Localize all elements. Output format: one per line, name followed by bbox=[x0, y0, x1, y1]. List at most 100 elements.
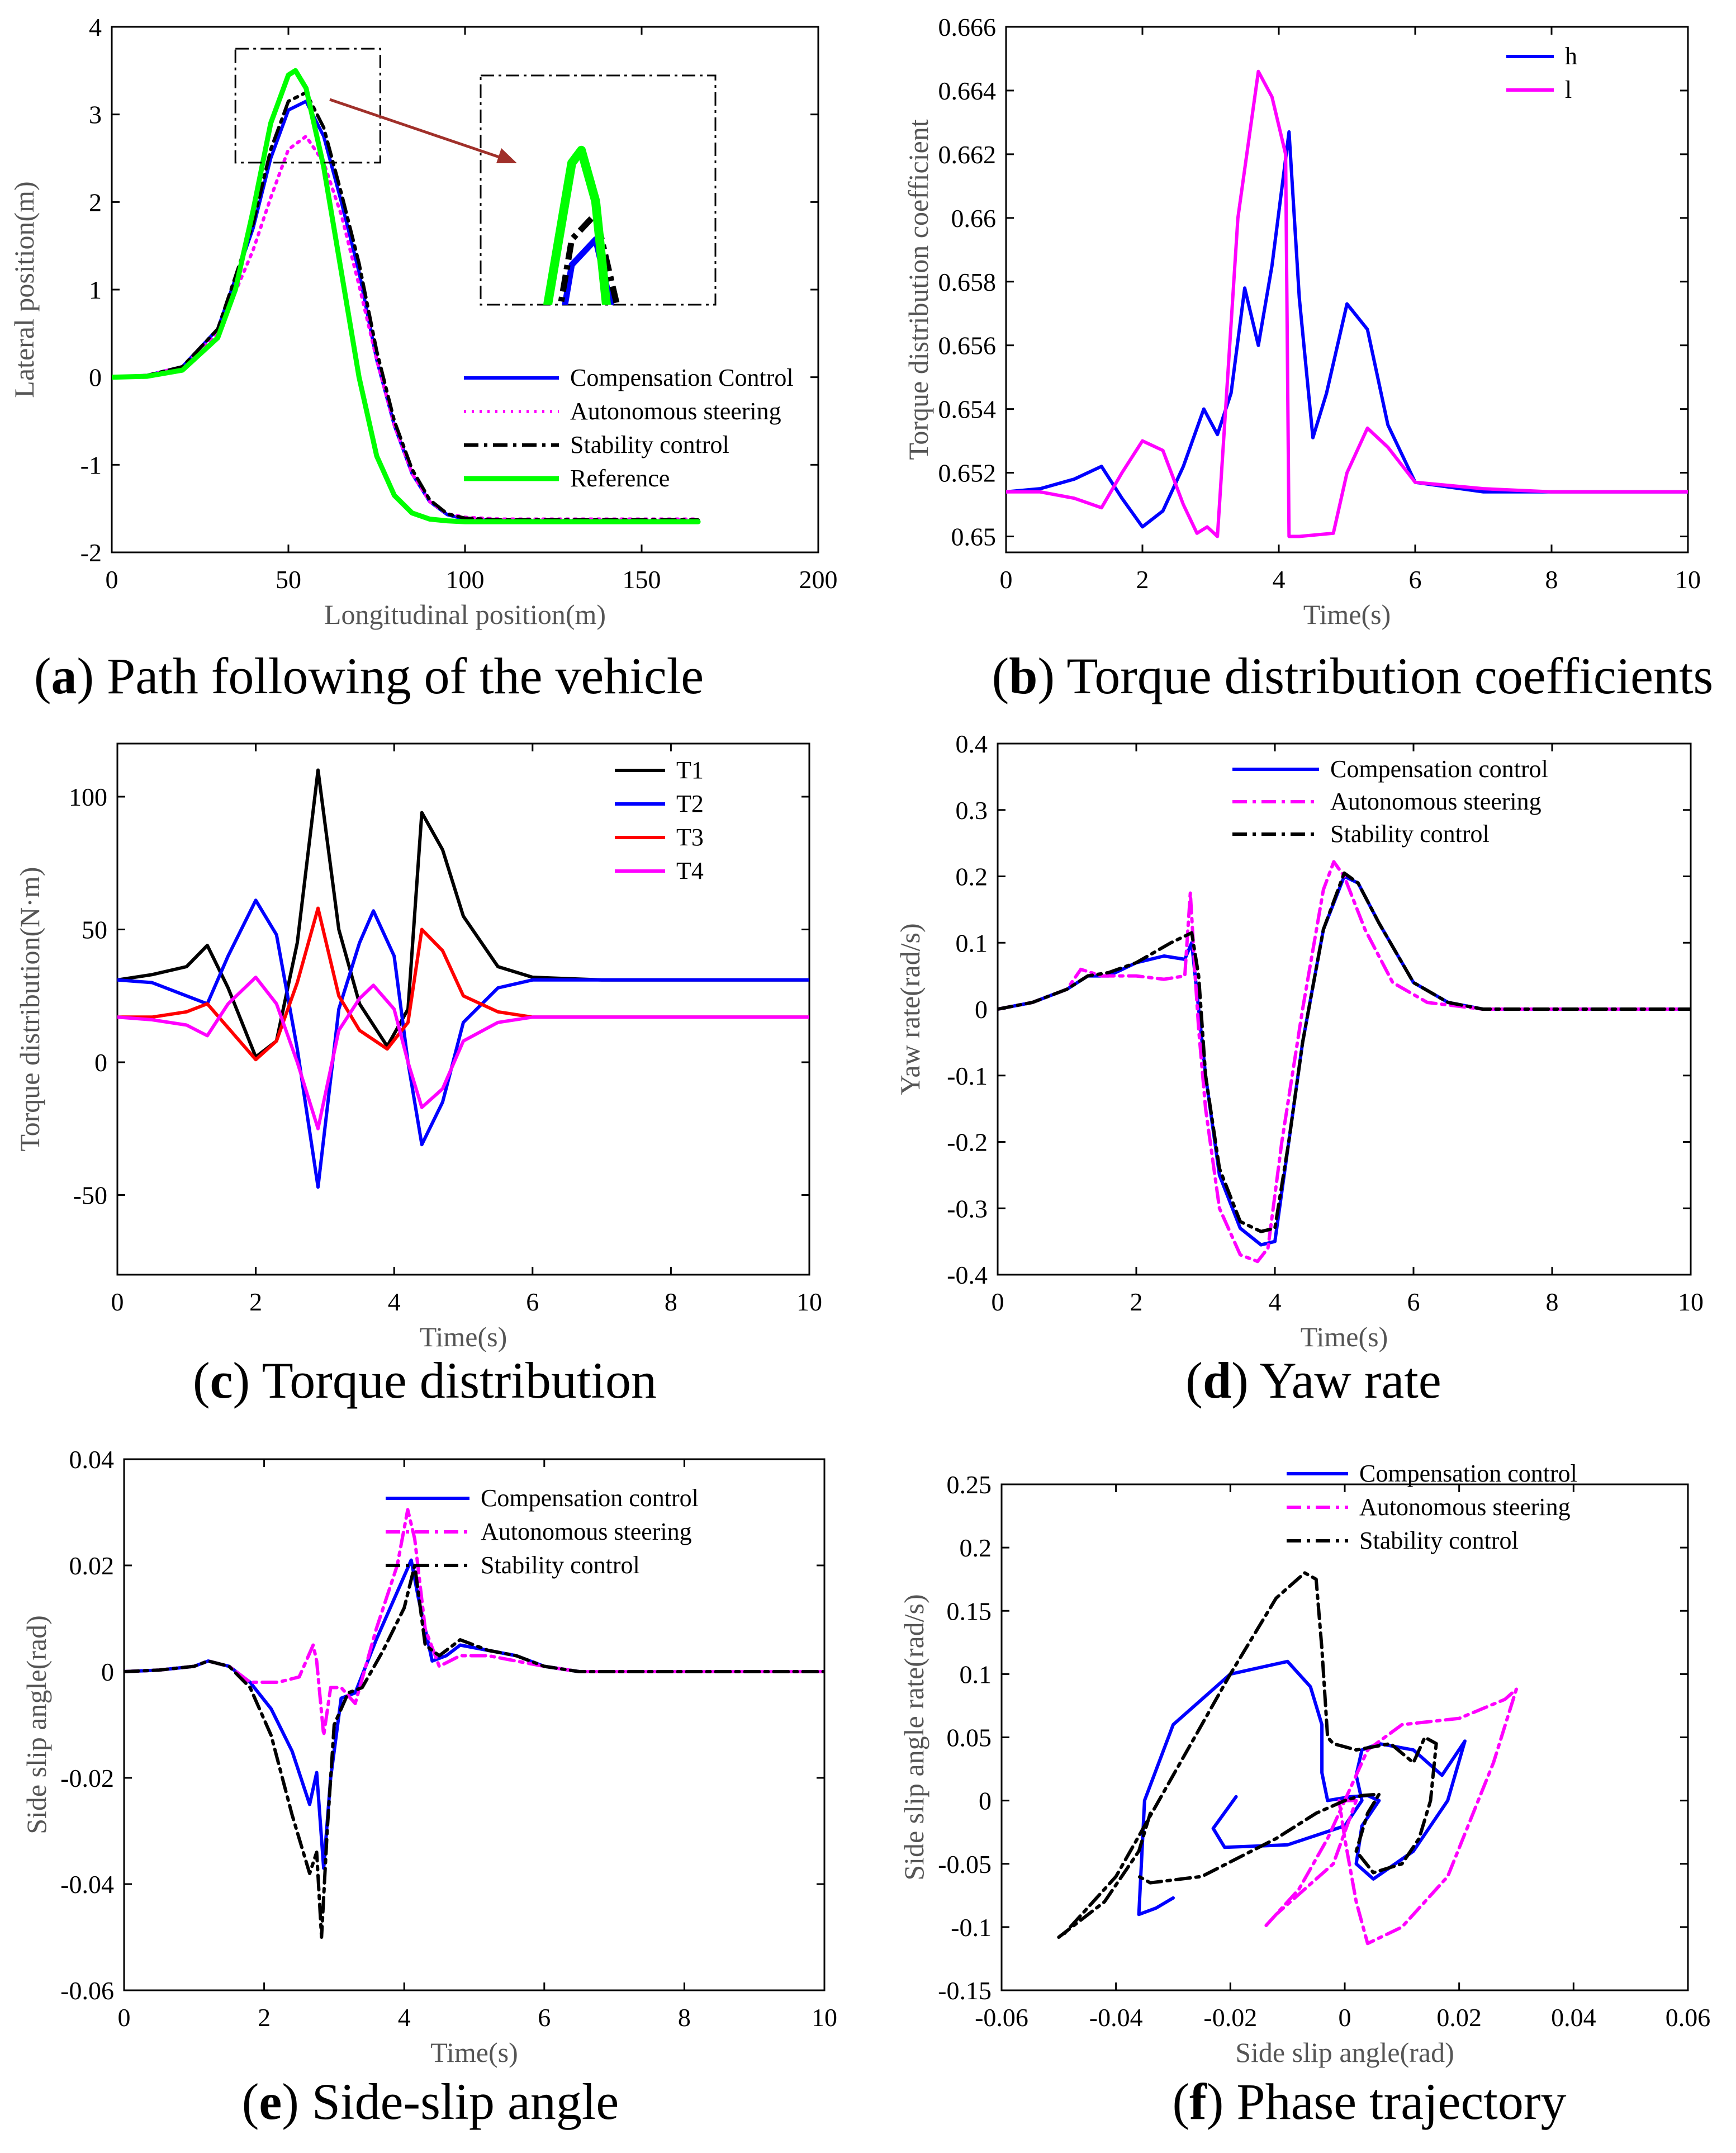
series-line-2 bbox=[998, 860, 1691, 1264]
x-tick-label: 2 bbox=[258, 2003, 271, 2032]
legend-label: Compensation control bbox=[1359, 1460, 1577, 1487]
x-tick-label: 0 bbox=[118, 2003, 131, 2032]
panel-caption: (c) Torque distribution bbox=[193, 1352, 657, 1409]
y-tick-label: 0.2 bbox=[956, 863, 988, 891]
y-tick-label: -1 bbox=[80, 451, 102, 479]
legend-label: Autonomous steering bbox=[1359, 1493, 1571, 1521]
y-tick-label: 0.1 bbox=[960, 1660, 992, 1688]
y-tick-label: -0.15 bbox=[938, 1976, 992, 2005]
legend-label: Compensation control bbox=[1330, 755, 1548, 783]
panel-caption: (f) Phase trajectory bbox=[1172, 2073, 1566, 2130]
x-axis-label: Side slip angle(rad) bbox=[1235, 2037, 1454, 2068]
legend-label: Stability control bbox=[1359, 1527, 1519, 1554]
panel-c: 0 2 4 6 8 10 -50 0 50 100 Time(s) Torque distributi… bbox=[14, 742, 822, 1409]
y-tick-label: -0.02 bbox=[60, 1764, 114, 1792]
y-tick-label: 0.66 bbox=[951, 204, 997, 233]
series-line-2 bbox=[1006, 69, 1688, 538]
x-tick-label: 6 bbox=[526, 1288, 539, 1316]
y-tick-label: 0.3 bbox=[956, 796, 988, 825]
series-line-1 bbox=[1137, 1659, 1467, 1917]
y-tick-label: -50 bbox=[73, 1181, 107, 1210]
x-tick-label: 50 bbox=[276, 565, 301, 594]
x-tick-label: -0.06 bbox=[975, 2003, 1028, 2032]
panel-e: 0 2 4 6 8 10 -0.06 -0.04 -0.02 0 0.02 0.04 Time(s) Si… bbox=[21, 1445, 837, 2130]
panel-caption: (b) Torque distribution coefficients bbox=[992, 647, 1714, 704]
x-tick-label: 0 bbox=[1000, 565, 1013, 594]
plot-frame bbox=[1000, 1483, 1689, 1991]
y-tick-label: 0.1 bbox=[956, 929, 988, 957]
y-tick-label: 0.25 bbox=[947, 1470, 992, 1499]
x-tick-label: 200 bbox=[799, 565, 838, 594]
y-tick-label: 0 bbox=[89, 363, 102, 392]
x-tick-label: 4 bbox=[388, 1288, 401, 1316]
panel-b: 0 2 4 6 8 10 0.65 0.652 0.654 0.656 0.658 0.66 0.662… bbox=[903, 13, 1713, 704]
series-line-3 bbox=[117, 906, 809, 1062]
legend-label: T3 bbox=[676, 824, 704, 851]
y-tick-label: 0.652 bbox=[938, 459, 997, 488]
panel-a: 0 50 100 150 200 -2 -1 0 1 2 3 4 Longitudinal positi… bbox=[8, 13, 838, 704]
x-tick-label: 8 bbox=[1546, 1288, 1559, 1316]
zoom-arrow bbox=[329, 98, 506, 161]
x-tick-label: 150 bbox=[623, 565, 661, 594]
x-tick-label: 8 bbox=[1545, 565, 1558, 594]
x-tick-label: 0 bbox=[992, 1288, 1004, 1316]
x-tick-label: 0 bbox=[111, 1288, 124, 1316]
y-tick-label: 3 bbox=[89, 101, 102, 129]
series-line-1 bbox=[124, 1558, 824, 1870]
x-tick-label: 10 bbox=[796, 1288, 822, 1316]
y-tick-label: -0.2 bbox=[947, 1128, 988, 1157]
inset-box bbox=[480, 74, 717, 306]
y-tick-label: 0.65 bbox=[951, 523, 997, 551]
y-tick-label: 0.15 bbox=[947, 1597, 992, 1625]
panel-caption: (a) Path following of the vehicle bbox=[34, 647, 704, 704]
y-tick-label: 0.658 bbox=[938, 268, 997, 296]
y-tick-label: 0.662 bbox=[938, 140, 997, 169]
legend-label: Autonomous steering bbox=[570, 398, 781, 425]
x-tick-label: 10 bbox=[1678, 1288, 1704, 1316]
x-tick-label: 2 bbox=[249, 1288, 262, 1316]
legend-label: T1 bbox=[676, 756, 704, 784]
x-tick-label: 8 bbox=[665, 1288, 677, 1316]
x-tick-label: 4 bbox=[1273, 565, 1286, 594]
plot-frame bbox=[123, 1458, 826, 1991]
panel-f: -0.06 -0.04 -0.02 0 0.02 0.04 0.06 -0.15 -0.1 -0.… bbox=[898, 1460, 1710, 2130]
y-axis-label: Torque distribution(N·m) bbox=[14, 867, 45, 1152]
plot-frame bbox=[116, 742, 810, 1276]
y-tick-label: -0.1 bbox=[951, 1913, 992, 1942]
y-axis-label: Yaw rate(rad/s) bbox=[894, 923, 926, 1095]
legend-label: Stability control bbox=[481, 1551, 640, 1579]
y-tick-label: 0.664 bbox=[938, 77, 997, 105]
y-tick-label: -0.06 bbox=[60, 1976, 114, 2005]
legend-label: h bbox=[1565, 42, 1577, 70]
y-tick-label: 0.4 bbox=[956, 730, 988, 758]
legend-label: l bbox=[1565, 76, 1572, 103]
x-axis-label: Longitudinal position(m) bbox=[324, 599, 606, 630]
x-tick-label: -0.02 bbox=[1203, 2003, 1257, 2032]
y-tick-label: -0.05 bbox=[938, 1850, 992, 1878]
series-line-3 bbox=[1057, 1571, 1438, 1939]
y-tick-label: -0.4 bbox=[947, 1261, 988, 1289]
y-tick-label: 2 bbox=[89, 188, 102, 216]
y-tick-label: 0.666 bbox=[938, 13, 997, 41]
panel-d: 0 2 4 6 8 10 -0.4 -0.3 -0.2 -0.1 0 0.1 0.2 0.3 0.4 Time… bbox=[894, 730, 1704, 1409]
x-tick-label: 0.02 bbox=[1436, 2003, 1482, 2032]
panel-caption: (d) Yaw rate bbox=[1185, 1352, 1441, 1409]
y-tick-label: 4 bbox=[89, 13, 102, 41]
x-tick-label: 4 bbox=[1269, 1288, 1282, 1316]
series-line-4 bbox=[117, 976, 809, 1130]
x-axis-label: Time(s) bbox=[1303, 599, 1391, 630]
x-tick-label: 4 bbox=[398, 2003, 411, 2032]
series-line-1 bbox=[117, 768, 809, 1059]
series-line-2 bbox=[117, 898, 809, 1189]
x-axis-label: Time(s) bbox=[420, 1321, 507, 1352]
y-axis-label: Torque distribution coefficient bbox=[903, 119, 934, 460]
legend-label: Stability control bbox=[1330, 820, 1490, 848]
x-tick-label: 8 bbox=[678, 2003, 691, 2032]
y-tick-label: 0.04 bbox=[69, 1445, 115, 1474]
y-tick-label: 100 bbox=[69, 783, 107, 811]
y-tick-label: 0.656 bbox=[938, 332, 997, 360]
y-tick-label: -2 bbox=[80, 538, 102, 567]
y-tick-label: 0.654 bbox=[938, 395, 997, 424]
x-tick-label: 6 bbox=[1409, 565, 1422, 594]
